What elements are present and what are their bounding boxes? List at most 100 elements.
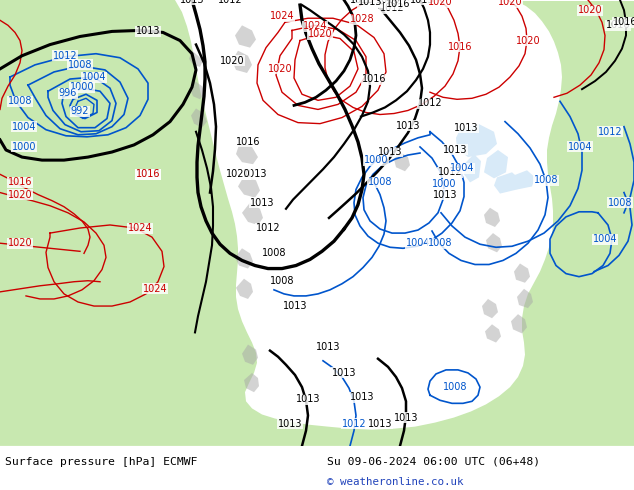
Text: 1013: 1013: [396, 121, 420, 131]
Text: 1012: 1012: [342, 418, 366, 429]
Text: 1008: 1008: [443, 382, 467, 392]
Polygon shape: [189, 50, 203, 67]
Text: 1016: 1016: [385, 0, 410, 9]
Text: 1013: 1013: [394, 413, 418, 422]
Text: 1013: 1013: [378, 147, 402, 157]
Text: 1016: 1016: [136, 170, 160, 179]
Text: 1013: 1013: [136, 26, 160, 36]
Text: 1013: 1013: [454, 122, 478, 133]
Text: 1013: 1013: [332, 368, 356, 378]
Text: 1004: 1004: [82, 72, 107, 82]
Polygon shape: [513, 170, 535, 190]
Polygon shape: [191, 108, 207, 128]
Text: 1013: 1013: [316, 342, 340, 352]
Text: 1012: 1012: [418, 98, 443, 108]
Polygon shape: [486, 233, 502, 252]
Polygon shape: [242, 203, 263, 225]
Text: Surface pressure [hPa] ECMWF: Surface pressure [hPa] ECMWF: [5, 457, 198, 466]
Text: 1012: 1012: [437, 167, 462, 177]
Text: 1000: 1000: [12, 142, 36, 152]
Text: 1008: 1008: [68, 60, 93, 70]
Text: 1008: 1008: [608, 197, 632, 208]
Text: 1004: 1004: [568, 142, 592, 152]
Text: 1008: 1008: [534, 175, 559, 185]
Text: 1013: 1013: [295, 394, 320, 404]
Text: 1004: 1004: [450, 163, 474, 173]
Polygon shape: [190, 81, 205, 99]
Polygon shape: [482, 299, 498, 318]
Text: 1016: 1016: [612, 17, 634, 27]
Text: 1008: 1008: [269, 276, 294, 286]
Text: 1024: 1024: [143, 284, 167, 294]
Text: 1008: 1008: [262, 248, 286, 258]
Text: 1020: 1020: [515, 36, 540, 46]
Text: 1013: 1013: [136, 170, 160, 179]
Text: 1016: 1016: [605, 21, 630, 30]
Text: 1028: 1028: [350, 14, 374, 24]
Text: 1013: 1013: [358, 0, 382, 7]
Text: 1024: 1024: [127, 223, 152, 233]
Text: 1013: 1013: [410, 0, 434, 5]
Text: 1020: 1020: [498, 0, 522, 7]
Text: 1013: 1013: [243, 170, 268, 179]
Text: 1013: 1013: [180, 0, 204, 5]
Text: 1000: 1000: [432, 179, 456, 190]
Polygon shape: [484, 208, 500, 227]
Text: 1016: 1016: [362, 74, 386, 84]
Text: 1016: 1016: [236, 137, 260, 147]
Polygon shape: [236, 142, 258, 164]
Text: 1012: 1012: [217, 0, 242, 5]
Text: 1000: 1000: [364, 155, 388, 165]
Text: 1016: 1016: [376, 0, 400, 5]
Text: Su 09-06-2024 06:00 UTC (06+48): Su 09-06-2024 06:00 UTC (06+48): [327, 457, 540, 466]
Text: 992: 992: [71, 106, 89, 117]
Text: 1012: 1012: [256, 223, 280, 233]
Polygon shape: [517, 289, 533, 308]
Polygon shape: [485, 324, 501, 343]
Text: 1012: 1012: [380, 3, 404, 13]
Polygon shape: [484, 150, 508, 178]
Text: © weatheronline.co.uk: © weatheronline.co.uk: [327, 477, 463, 487]
Polygon shape: [235, 248, 253, 269]
Text: 1020: 1020: [226, 170, 250, 179]
Text: 1004: 1004: [593, 234, 618, 244]
Text: 1008: 1008: [428, 238, 452, 248]
Polygon shape: [494, 172, 520, 194]
Text: 1013: 1013: [368, 418, 392, 429]
Polygon shape: [511, 314, 527, 333]
Polygon shape: [0, 0, 634, 446]
Polygon shape: [514, 264, 530, 283]
Polygon shape: [244, 373, 259, 392]
Polygon shape: [394, 152, 410, 172]
Text: 1024: 1024: [302, 22, 327, 31]
Text: 996: 996: [59, 88, 77, 98]
Text: 1013: 1013: [278, 418, 302, 429]
Text: 1013: 1013: [250, 197, 275, 208]
Text: 1020: 1020: [220, 56, 244, 66]
Text: 1020: 1020: [428, 0, 452, 7]
Text: 1012: 1012: [53, 51, 77, 61]
Polygon shape: [242, 344, 258, 365]
Text: 1008: 1008: [368, 177, 392, 187]
Text: 1013: 1013: [350, 392, 374, 402]
Text: 1004: 1004: [12, 122, 36, 132]
Text: 1016: 1016: [8, 177, 32, 187]
Text: 1020: 1020: [268, 64, 292, 74]
Text: 1024: 1024: [269, 11, 294, 21]
Text: 1004: 1004: [406, 238, 430, 248]
Text: 1012: 1012: [598, 127, 623, 137]
Polygon shape: [456, 123, 497, 157]
Polygon shape: [236, 279, 253, 299]
Polygon shape: [238, 174, 260, 197]
Text: 1013: 1013: [443, 145, 467, 155]
Text: 1013: 1013: [433, 190, 457, 199]
Text: 1000: 1000: [70, 82, 94, 92]
Text: 1008: 1008: [8, 97, 32, 106]
Text: 1020: 1020: [8, 190, 32, 199]
Text: 1013: 1013: [350, 0, 374, 5]
Text: 1013: 1013: [283, 301, 307, 311]
Text: 1020: 1020: [307, 29, 332, 40]
Text: 1016: 1016: [448, 42, 472, 51]
Polygon shape: [464, 154, 481, 182]
Text: 1020: 1020: [8, 238, 32, 248]
